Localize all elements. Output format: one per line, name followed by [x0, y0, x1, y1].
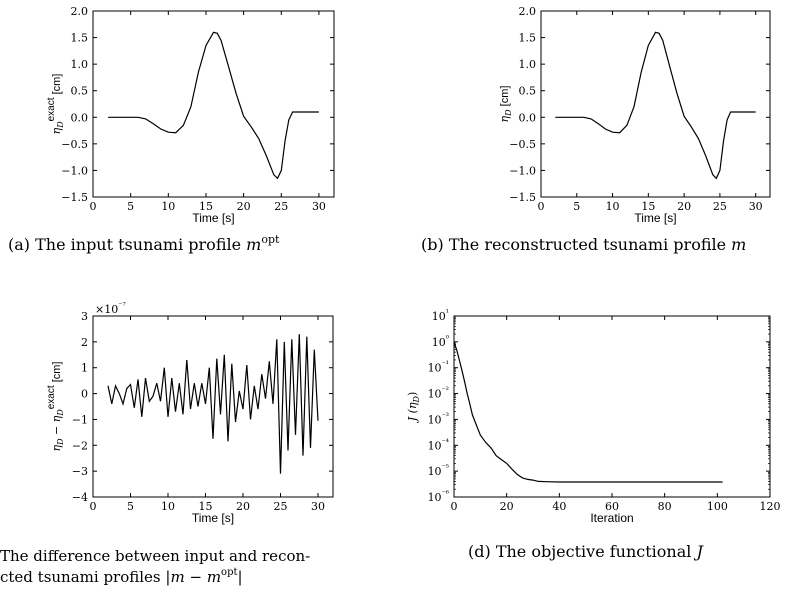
- y-axis-label: ηD − ηDexact [cm]: [46, 362, 65, 452]
- caption-d: (d) The objective functional J: [468, 542, 704, 561]
- y-tick-label: 10¹: [432, 308, 449, 323]
- caption-b: (b) The reconstructed tsunami profile m: [421, 235, 746, 254]
- series-line-b: [555, 31, 756, 180]
- x-tick-label: 10: [161, 200, 175, 213]
- y-tick-label: 3: [81, 310, 88, 323]
- plot-frame-a: [92, 10, 335, 198]
- y-tick-label: 10⁻²: [428, 386, 449, 401]
- x-tick-label: 120: [760, 500, 781, 513]
- y-tick-label: 2.0: [71, 5, 89, 18]
- x-tick-label: 0: [451, 500, 458, 513]
- x-tick-label: 40: [552, 500, 566, 513]
- y-tick-label: 10⁻⁶: [428, 489, 449, 504]
- y-tick-label: −4: [72, 491, 88, 504]
- y-tick-label: 10⁰: [432, 334, 449, 349]
- panel-d-objective: 0 20 40 60 80 100 120 10⁻⁶ 10⁻⁵ 10⁻⁴ 10⁻³ 10⁻² 10⁻¹ 1…: [406, 308, 781, 525]
- x-tick-label: 30: [749, 200, 763, 213]
- y-tick-label: −1.5: [61, 191, 88, 204]
- x-axis-label: Time [s]: [634, 211, 676, 225]
- x-tick-label: 30: [312, 200, 326, 213]
- panel-c-difference: 0 5 10 15 20 25 30 −4 −3 −2 −1 0 1 2 3 Time [s] ηD − ηDe…: [46, 301, 334, 525]
- x-tick-label: 20: [677, 200, 691, 213]
- x-tick-label: 20: [236, 500, 250, 513]
- x-tick-label: 20: [237, 200, 251, 213]
- caption-a: (a) The input tsunami profile mopt: [8, 233, 280, 254]
- y-tick-label: 10⁻⁵: [428, 463, 449, 478]
- y-tick-label: 2.0: [519, 5, 537, 18]
- y-tick-label: 1.5: [519, 32, 537, 45]
- y-axis-label: J (ηD): [406, 392, 421, 424]
- y-tick-label: −1.0: [61, 164, 88, 177]
- y-tick-label: 1.0: [519, 58, 537, 71]
- y-offset-label: ×10⁻⁷: [95, 301, 126, 316]
- plot-frame-d: [453, 315, 771, 498]
- plot-frame-b: [540, 10, 771, 198]
- y-tick-label: −2: [72, 439, 88, 452]
- y-tick-label: 1.5: [71, 32, 89, 45]
- y-tick-label: 1: [81, 362, 88, 375]
- y-tick-label: 0.0: [519, 111, 537, 124]
- x-tick-label: 60: [605, 500, 619, 513]
- y-tick-label: 0.5: [519, 85, 537, 98]
- x-tick-label: 30: [311, 500, 325, 513]
- y-tick-label: 0.5: [71, 85, 89, 98]
- x-tick-label: 15: [199, 200, 213, 213]
- y-axis-label: ηD [cm]: [498, 86, 513, 123]
- x-tick-label: 100: [707, 500, 728, 513]
- caption-c-line2: cted tsunami profiles |m − mopt|: [0, 567, 243, 586]
- y-tick-label: −1.5: [509, 191, 536, 204]
- x-tick-label: 0: [538, 200, 545, 213]
- y-tick-label: −1.0: [509, 164, 536, 177]
- plot-frame-c: [92, 315, 334, 498]
- y-tick-label: 10⁻⁴: [428, 437, 449, 452]
- y-tick-label: 10⁻¹: [428, 360, 449, 375]
- x-tick-label: 0: [90, 200, 97, 213]
- panel-a-input-profile: 0 5 10 15 20 25 30 −1.5 −1.0 −0.5 0.0 0.5 1.0 1.5 2.0 T…: [46, 5, 335, 225]
- x-tick-label: 15: [641, 200, 655, 213]
- x-axis-label: Time [s]: [192, 511, 234, 525]
- y-tick-label: 0.0: [71, 111, 89, 124]
- x-tick-label: 10: [161, 500, 175, 513]
- x-tick-label: 0: [90, 500, 97, 513]
- x-tick-label: 5: [127, 500, 134, 513]
- x-tick-label: 5: [127, 200, 134, 213]
- x-tick-label: 25: [274, 500, 288, 513]
- x-tick-label: 10: [606, 200, 620, 213]
- y-tick-label: −0.5: [61, 138, 88, 151]
- x-tick-label: 25: [713, 200, 727, 213]
- x-tick-label: 5: [573, 200, 580, 213]
- x-tick-label: 80: [658, 500, 672, 513]
- panel-b-reconstructed-profile: 0 5 10 15 20 25 30 −1.5 −1.0 −0.5 0.0 0.5 1.0 1.5 2.0 T…: [498, 5, 771, 225]
- y-tick-label: −3: [72, 465, 88, 478]
- x-axis-label: Time [s]: [192, 211, 234, 225]
- y-tick-label: 10⁻³: [428, 411, 449, 426]
- x-axis-label: Iteration: [590, 511, 633, 525]
- series-line-c: [107, 334, 319, 474]
- y-tick-label: 2: [81, 336, 88, 349]
- caption-c-line1: The difference between input and recon-: [0, 547, 310, 565]
- y-tick-label: 1.0: [71, 58, 89, 71]
- x-tick-label: 25: [274, 200, 288, 213]
- y-tick-label: −0.5: [509, 138, 536, 151]
- x-tick-label: 15: [199, 500, 213, 513]
- series-line-a: [108, 31, 319, 180]
- series-line-d: [453, 341, 723, 483]
- y-tick-label: −1: [72, 413, 88, 426]
- y-tick-label: 0: [81, 388, 88, 401]
- y-axis-label: ηDexact [cm]: [46, 74, 65, 135]
- x-tick-label: 20: [500, 500, 514, 513]
